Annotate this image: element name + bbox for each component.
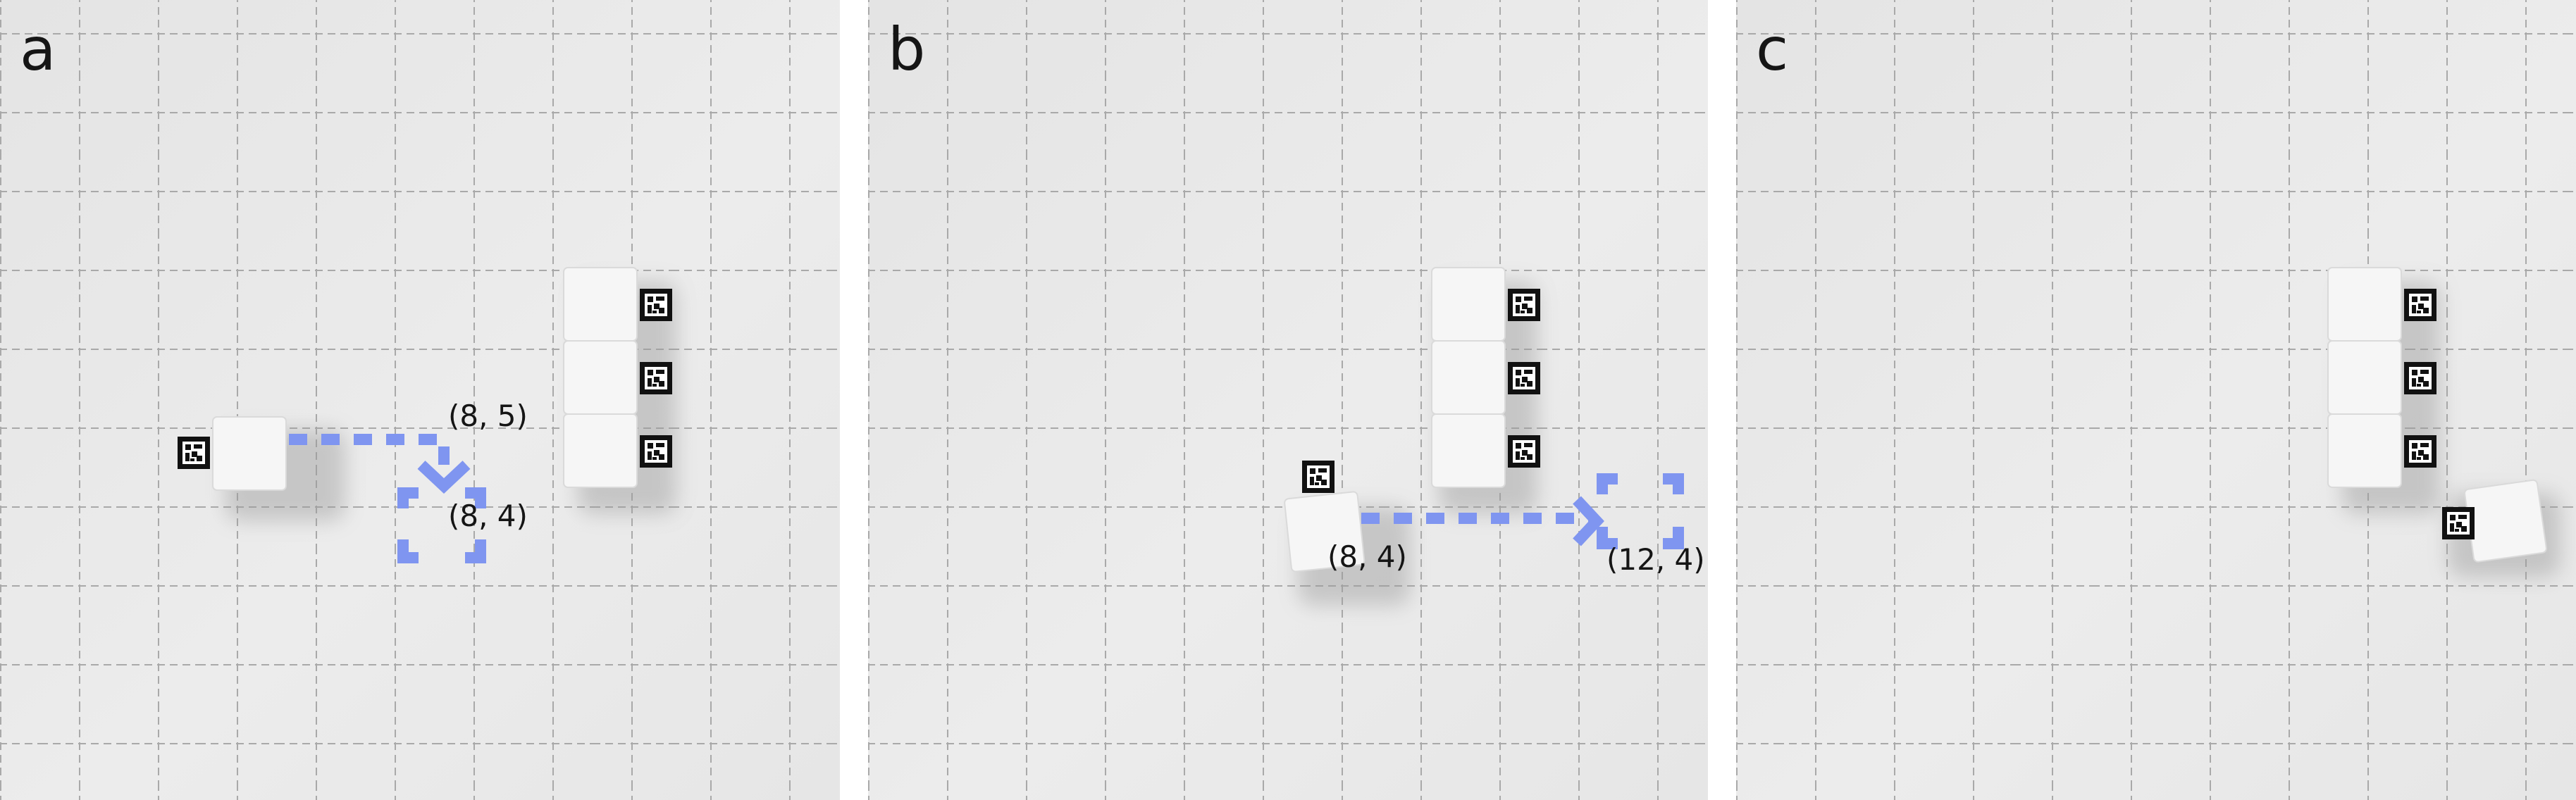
panel-b-photo bbox=[868, 0, 1708, 800]
block-stack bbox=[1431, 267, 1540, 488]
coordinate-label: (8, 4) bbox=[448, 499, 528, 533]
panel-c: c bbox=[1736, 0, 2576, 800]
panel-a-photo bbox=[0, 0, 840, 800]
move-path bbox=[289, 434, 486, 563]
panel-c-photo bbox=[1736, 0, 2576, 800]
block-stack bbox=[563, 267, 672, 488]
panel-label: a bbox=[20, 15, 56, 84]
panel-label: c bbox=[1756, 15, 1789, 84]
coordinate-label: (12, 4) bbox=[1606, 542, 1705, 577]
move-path bbox=[1361, 473, 1684, 549]
aruco-marker-icon bbox=[1508, 435, 1540, 468]
aruco-marker-icon bbox=[2404, 289, 2436, 321]
panel-label: b bbox=[888, 15, 926, 84]
aruco-marker-icon bbox=[2442, 507, 2475, 539]
aruco-marker-icon bbox=[640, 435, 672, 468]
aruco-marker-icon bbox=[640, 362, 672, 394]
aruco-marker-icon bbox=[640, 289, 672, 321]
aruco-marker-icon bbox=[2404, 362, 2436, 394]
aruco-marker-icon bbox=[178, 437, 210, 469]
aruco-marker-icon bbox=[1508, 289, 1540, 321]
coordinate-label: (8, 4) bbox=[1327, 539, 1407, 574]
aruco-marker-icon bbox=[1508, 362, 1540, 394]
aruco-marker-icon bbox=[1302, 461, 1335, 493]
aruco-marker-icon bbox=[2404, 435, 2436, 468]
panel-b: b (8, 4) (12, 4) bbox=[868, 0, 1708, 800]
coordinate-label: (8, 5) bbox=[448, 399, 528, 433]
block-stack bbox=[2327, 267, 2436, 488]
panel-a: a (8, 5) (8, 4) bbox=[0, 0, 840, 800]
